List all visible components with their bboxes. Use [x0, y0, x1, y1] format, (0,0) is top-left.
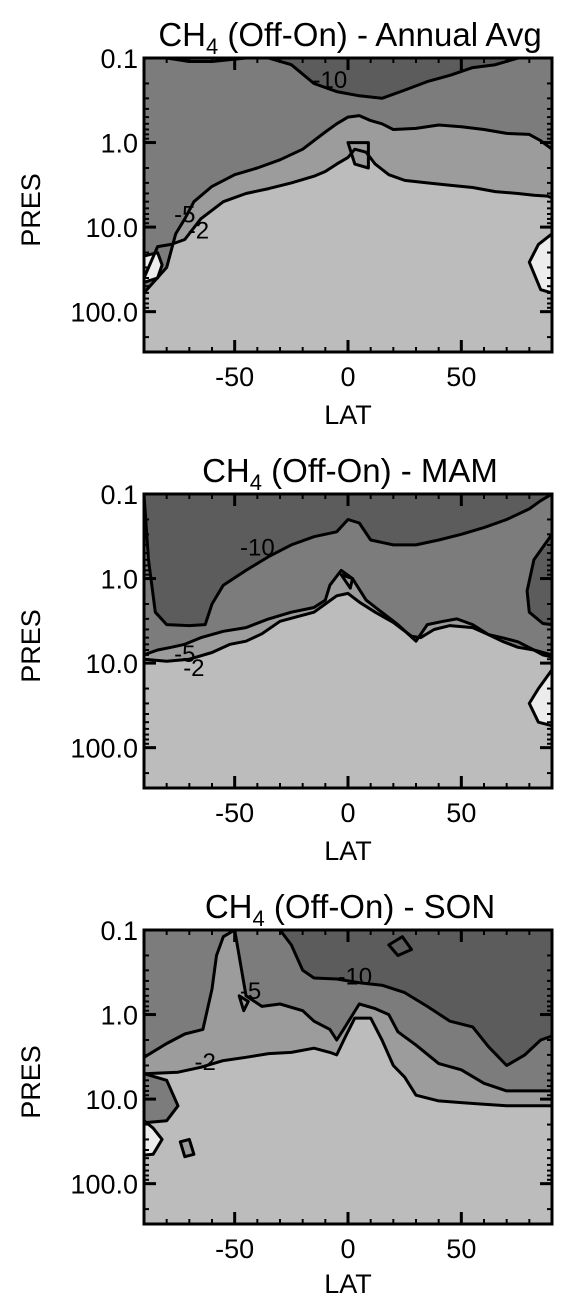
x-tick-label: -50	[215, 362, 254, 392]
y-tick-label: 1.0	[100, 1001, 138, 1031]
y-tick-label: 0.1	[100, 44, 138, 74]
contour-line-m10	[144, 930, 552, 1067]
x-tick-label: 50	[446, 798, 476, 828]
contour-island	[237, 994, 250, 1013]
contour-plot-area: -5 -10 -2 -50 0 50 0.1 1.0 10.0 100.0	[70, 916, 554, 1264]
chart-title: CH4 (Off-On) - MAM	[202, 452, 498, 495]
contour-island	[387, 935, 413, 957]
contour-line-m5	[144, 114, 552, 294]
contour-island	[144, 1072, 180, 1125]
region-minus10	[144, 930, 552, 1066]
region-minus10	[144, 494, 552, 626]
contour-plot-area: -10 -5-2 -50 0 50 0.1 1.0 10.0 100.0	[70, 480, 554, 828]
y-tick-label: 100.0	[70, 1170, 138, 1200]
contour-label: -10	[313, 67, 348, 94]
region-minus10	[144, 58, 552, 99]
contour-label: -5	[240, 978, 261, 1005]
y-tick-label: 100.0	[70, 298, 138, 328]
panel-son: CH4 (Off-On) - SON -5 -10 -2 -50 0 50 0.1 1.0 10…	[16, 888, 554, 1299]
y-axis-label: PRES	[16, 609, 46, 683]
y-tick-label: 10.0	[85, 649, 138, 679]
contour-island	[178, 1137, 196, 1159]
contour-label: -5	[174, 641, 195, 668]
contour-label: -2	[188, 218, 209, 245]
x-axis-label: LAT	[324, 400, 372, 430]
contour-island	[144, 1119, 164, 1157]
contour-island	[525, 532, 552, 627]
y-axis-label: PRES	[16, 173, 46, 247]
y-tick-label: 10.0	[85, 1085, 138, 1115]
x-tick-label: -50	[215, 1234, 254, 1264]
contour-line-m2	[144, 591, 552, 663]
y-tick-label: 0.1	[100, 916, 138, 946]
contour-line-m10	[144, 494, 552, 628]
chart-title: CH4 (Off-On) - Annual Avg	[158, 16, 541, 59]
y-axis-label: PRES	[16, 1045, 46, 1119]
contour-label: -10	[240, 535, 275, 562]
contour-plot-area: -10 -5-2 -50 0 50 0.1 1.0 10.0 100.0	[70, 44, 554, 392]
y-tick-label: 100.0	[70, 734, 138, 764]
region-minus5	[144, 58, 552, 293]
contour-island	[527, 232, 552, 295]
contour-line-m2	[144, 1016, 552, 1108]
y-tick-label: 10.0	[85, 213, 138, 243]
contour-label: -10	[337, 963, 372, 990]
contour-line-m5	[144, 930, 552, 1093]
y-tick-label: 0.1	[100, 480, 138, 510]
contour-label: -2	[183, 655, 204, 682]
x-axis-label: LAT	[324, 836, 372, 866]
contour-line-m2	[144, 147, 552, 279]
x-axis-label: LAT	[324, 1269, 372, 1299]
contour-island	[527, 668, 552, 728]
chart-title: CH4 (Off-On) - SON	[205, 888, 495, 931]
y-tick-label: 1.0	[100, 565, 138, 595]
y-tick-label: 1.0	[100, 129, 138, 159]
x-tick-label: 50	[446, 1234, 476, 1264]
contour-line-m5	[144, 568, 552, 657]
contour-label: -2	[195, 1049, 216, 1076]
panel-mam: CH4 (Off-On) - MAM -10 -5-2 -50 0 50 0.1 1.0 10…	[16, 452, 554, 866]
x-tick-label: 0	[340, 1234, 355, 1264]
contour-label: -5	[174, 201, 195, 228]
x-tick-label: -50	[215, 798, 254, 828]
x-tick-label: 50	[446, 362, 476, 392]
contour-line-m10	[144, 58, 552, 100]
panel-annual-avg: CH4 (Off-On) - Annual Avg -10 -5-2 -50 0 50 0…	[16, 16, 554, 430]
x-tick-label: 0	[340, 798, 355, 828]
x-tick-label: 0	[340, 362, 355, 392]
